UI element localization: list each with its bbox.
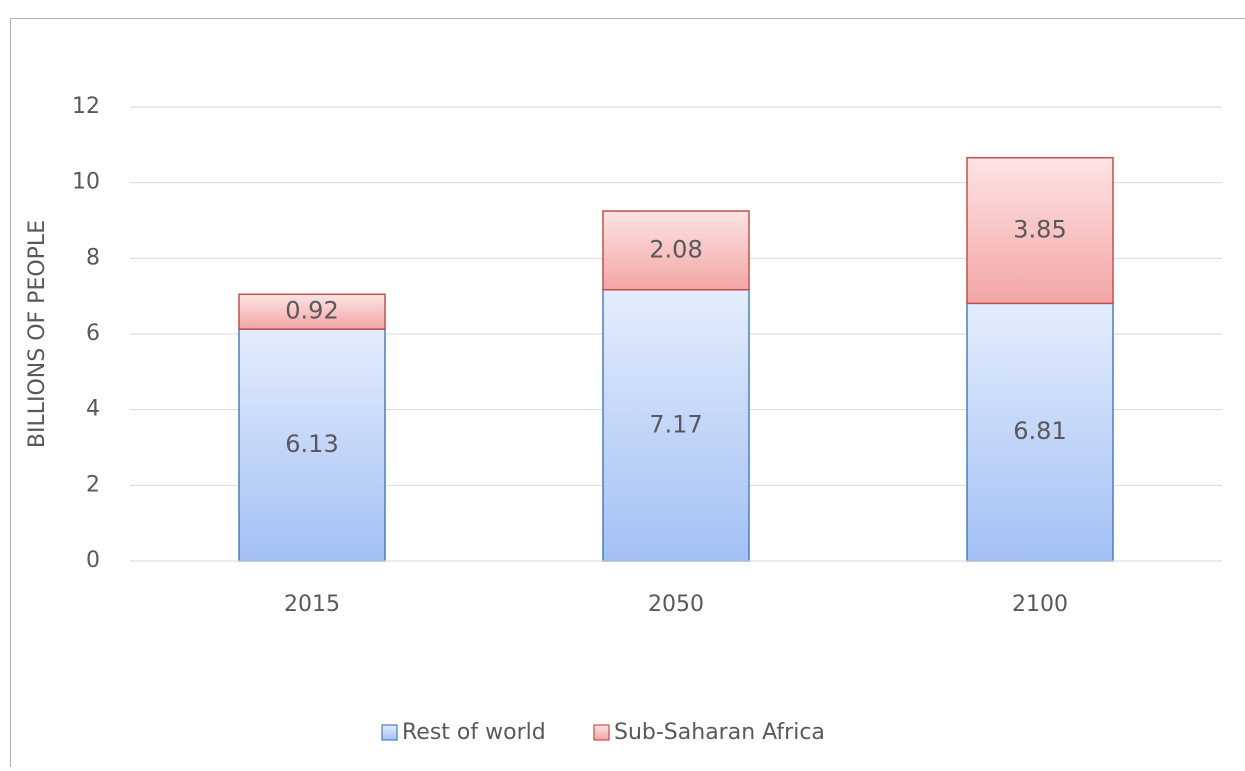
y-axis-label: BILLIONS OF PEOPLE <box>25 220 50 448</box>
y-tick-label: 2 <box>86 472 100 497</box>
y-tick-label: 8 <box>86 245 100 270</box>
legend-swatch <box>382 725 397 740</box>
data-label: 6.13 <box>285 430 338 458</box>
x-tick-label: 2100 <box>1012 592 1068 617</box>
y-tick-label: 4 <box>86 397 100 422</box>
data-label: 6.81 <box>1013 417 1066 445</box>
data-label: 2.08 <box>649 235 702 263</box>
data-label: 3.85 <box>1013 216 1066 244</box>
y-tick-label: 0 <box>86 548 100 573</box>
y-tick-label: 6 <box>86 321 100 346</box>
legend-label: Sub-Saharan Africa <box>614 720 825 745</box>
y-tick-label: 10 <box>72 170 100 195</box>
x-tick-label: 2050 <box>648 592 704 617</box>
legend-swatch <box>594 725 609 740</box>
legend-label: Rest of world <box>402 720 546 745</box>
data-label: 7.17 <box>649 410 702 438</box>
x-tick-label: 2015 <box>284 592 340 617</box>
data-label: 0.92 <box>285 297 338 325</box>
y-tick-label: 12 <box>72 94 100 119</box>
